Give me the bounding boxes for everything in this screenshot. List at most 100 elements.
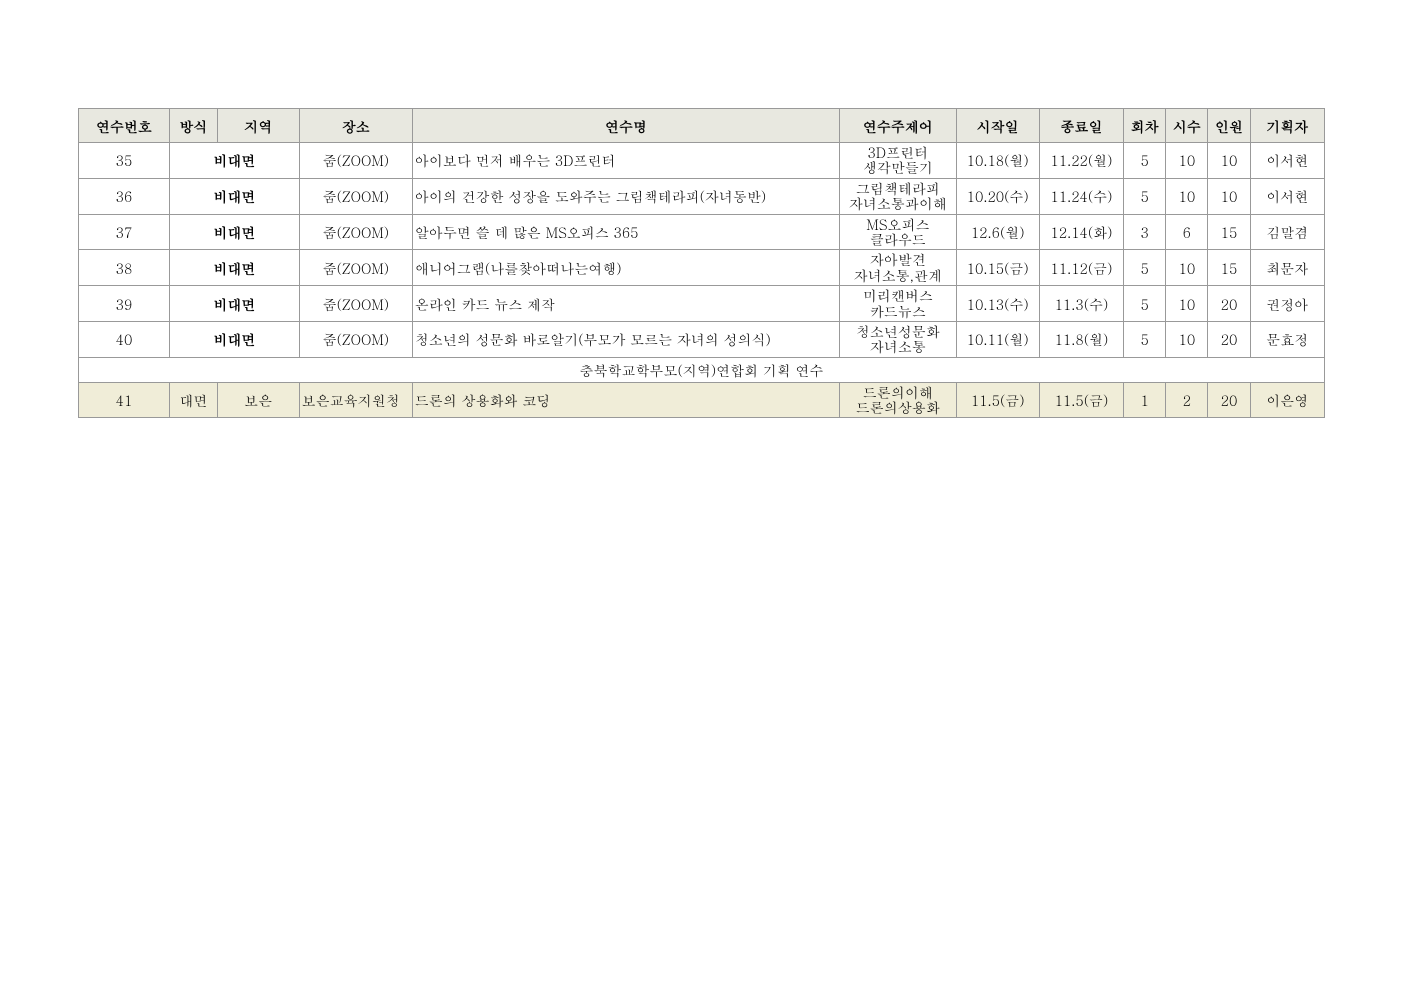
cell-method: 비대면 bbox=[169, 321, 299, 357]
cell-keyword: 미리캔버스카드뉴스 bbox=[840, 286, 957, 322]
table-row: 37비대면줌(ZOOM)알아두면 쓸 데 많은 MS오피스 365MS오피스클라… bbox=[79, 214, 1325, 250]
cell-sessions: 1 bbox=[1124, 382, 1166, 418]
cell-place: 줌(ZOOM) bbox=[299, 214, 412, 250]
cell-place: 줌(ZOOM) bbox=[299, 143, 412, 179]
cell-region: 보은 bbox=[217, 382, 299, 418]
header-start: 시작일 bbox=[956, 109, 1039, 143]
cell-start: 10.18(월) bbox=[956, 143, 1039, 179]
table-row: 39비대면줌(ZOOM)온라인 카드 뉴스 제작미리캔버스카드뉴스10.13(수… bbox=[79, 286, 1325, 322]
header-keyword: 연수주제어 bbox=[840, 109, 957, 143]
cell-keyword: 3D프린터생각만들기 bbox=[840, 143, 957, 179]
keyword-line2: 자녀소통 bbox=[842, 339, 954, 354]
keyword-line2: 클라우드 bbox=[842, 232, 954, 247]
cell-place: 줌(ZOOM) bbox=[299, 286, 412, 322]
cell-method: 비대면 bbox=[169, 286, 299, 322]
cell-planner: 이서현 bbox=[1250, 178, 1324, 214]
cell-num: 40 bbox=[79, 321, 170, 357]
cell-title: 청소년의 성문화 바로알기(부모가 모르는 자녀의 성의식) bbox=[412, 321, 839, 357]
header-hours: 시수 bbox=[1166, 109, 1208, 143]
cell-start: 10.15(금) bbox=[956, 250, 1039, 286]
header-capacity: 인원 bbox=[1208, 109, 1250, 143]
cell-sessions: 5 bbox=[1124, 321, 1166, 357]
cell-hours: 6 bbox=[1166, 214, 1208, 250]
cell-method: 비대면 bbox=[169, 143, 299, 179]
cell-hours: 10 bbox=[1166, 250, 1208, 286]
cell-keyword: 그림책테라피자녀소통과이해 bbox=[840, 178, 957, 214]
cell-title: 애니어그램(나를찾아떠나는여행) bbox=[412, 250, 839, 286]
cell-place: 줌(ZOOM) bbox=[299, 250, 412, 286]
section-title-row: 충북학교학부모(지역)연합회 기획 연수 bbox=[79, 357, 1325, 382]
cell-num: 38 bbox=[79, 250, 170, 286]
cell-place: 줌(ZOOM) bbox=[299, 321, 412, 357]
cell-capacity: 15 bbox=[1208, 250, 1250, 286]
table-row: 41 대면 보은 보은교육지원청 드론의 상용화와 코딩 드론의이해 드론의상용… bbox=[79, 382, 1325, 418]
cell-start: 11.5(금) bbox=[956, 382, 1039, 418]
cell-planner: 이은영 bbox=[1250, 382, 1324, 418]
cell-title: 드론의 상용화와 코딩 bbox=[412, 382, 839, 418]
cell-num: 39 bbox=[79, 286, 170, 322]
page-container: 연수번호 방식 지역 장소 연수명 연수주제어 시작일 종료일 회차 시수 인원… bbox=[0, 0, 1403, 418]
cell-num: 35 bbox=[79, 143, 170, 179]
header-method: 방식 bbox=[169, 109, 217, 143]
cell-keyword: MS오피스클라우드 bbox=[840, 214, 957, 250]
cell-place: 줌(ZOOM) bbox=[299, 178, 412, 214]
cell-start: 10.11(월) bbox=[956, 321, 1039, 357]
cell-planner: 문효정 bbox=[1250, 321, 1324, 357]
cell-capacity: 20 bbox=[1208, 321, 1250, 357]
keyword-line2: 드론의상용화 bbox=[842, 400, 954, 415]
header-region: 지역 bbox=[217, 109, 299, 143]
cell-capacity: 10 bbox=[1208, 178, 1250, 214]
cell-keyword: 드론의이해 드론의상용화 bbox=[840, 382, 957, 418]
cell-title: 알아두면 쓸 데 많은 MS오피스 365 bbox=[412, 214, 839, 250]
cell-title: 아이의 건강한 성장을 도와주는 그림책테라피(자녀동반) bbox=[412, 178, 839, 214]
header-num: 연수번호 bbox=[79, 109, 170, 143]
keyword-line2: 자녀소통과이해 bbox=[842, 196, 954, 211]
cell-capacity: 10 bbox=[1208, 143, 1250, 179]
cell-end: 11.8(월) bbox=[1039, 321, 1123, 357]
cell-planner: 김말겸 bbox=[1250, 214, 1324, 250]
cell-hours: 2 bbox=[1166, 382, 1208, 418]
cell-keyword: 청소년성문화자녀소통 bbox=[840, 321, 957, 357]
header-title: 연수명 bbox=[412, 109, 839, 143]
cell-title: 온라인 카드 뉴스 제작 bbox=[412, 286, 839, 322]
cell-start: 12.6(월) bbox=[956, 214, 1039, 250]
cell-place: 보은교육지원청 bbox=[299, 382, 412, 418]
header-end: 종료일 bbox=[1039, 109, 1123, 143]
cell-sessions: 5 bbox=[1124, 178, 1166, 214]
table-header-row: 연수번호 방식 지역 장소 연수명 연수주제어 시작일 종료일 회차 시수 인원… bbox=[79, 109, 1325, 143]
cell-method: 비대면 bbox=[169, 214, 299, 250]
cell-keyword: 자아발견자녀소통,관계 bbox=[840, 250, 957, 286]
cell-num: 37 bbox=[79, 214, 170, 250]
table-row: 35비대면줌(ZOOM)아이보다 먼저 배우는 3D프린터3D프린터생각만들기1… bbox=[79, 143, 1325, 179]
cell-hours: 10 bbox=[1166, 178, 1208, 214]
cell-end: 11.24(수) bbox=[1039, 178, 1123, 214]
cell-planner: 권정아 bbox=[1250, 286, 1324, 322]
cell-end: 11.3(수) bbox=[1039, 286, 1123, 322]
cell-sessions: 5 bbox=[1124, 286, 1166, 322]
cell-start: 10.20(수) bbox=[956, 178, 1039, 214]
cell-end: 11.22(월) bbox=[1039, 143, 1123, 179]
table-row: 38비대면줌(ZOOM)애니어그램(나를찾아떠나는여행)자아발견자녀소통,관계1… bbox=[79, 250, 1325, 286]
cell-num: 36 bbox=[79, 178, 170, 214]
cell-hours: 10 bbox=[1166, 321, 1208, 357]
keyword-line2: 생각만들기 bbox=[842, 160, 954, 175]
table-row: 40비대면줌(ZOOM)청소년의 성문화 바로알기(부모가 모르는 자녀의 성의… bbox=[79, 321, 1325, 357]
cell-end: 11.5(금) bbox=[1039, 382, 1123, 418]
header-place: 장소 bbox=[299, 109, 412, 143]
cell-sessions: 5 bbox=[1124, 143, 1166, 179]
cell-planner: 이서현 bbox=[1250, 143, 1324, 179]
cell-title: 아이보다 먼저 배우는 3D프린터 bbox=[412, 143, 839, 179]
schedule-table: 연수번호 방식 지역 장소 연수명 연수주제어 시작일 종료일 회차 시수 인원… bbox=[78, 108, 1325, 418]
keyword-line2: 카드뉴스 bbox=[842, 304, 954, 319]
cell-end: 12.14(화) bbox=[1039, 214, 1123, 250]
cell-hours: 10 bbox=[1166, 143, 1208, 179]
cell-capacity: 20 bbox=[1208, 382, 1250, 418]
header-planner: 기획자 bbox=[1250, 109, 1324, 143]
header-sessions: 회차 bbox=[1124, 109, 1166, 143]
cell-planner: 최문자 bbox=[1250, 250, 1324, 286]
cell-capacity: 15 bbox=[1208, 214, 1250, 250]
cell-start: 10.13(수) bbox=[956, 286, 1039, 322]
cell-sessions: 3 bbox=[1124, 214, 1166, 250]
cell-end: 11.12(금) bbox=[1039, 250, 1123, 286]
cell-method: 대면 bbox=[169, 382, 217, 418]
